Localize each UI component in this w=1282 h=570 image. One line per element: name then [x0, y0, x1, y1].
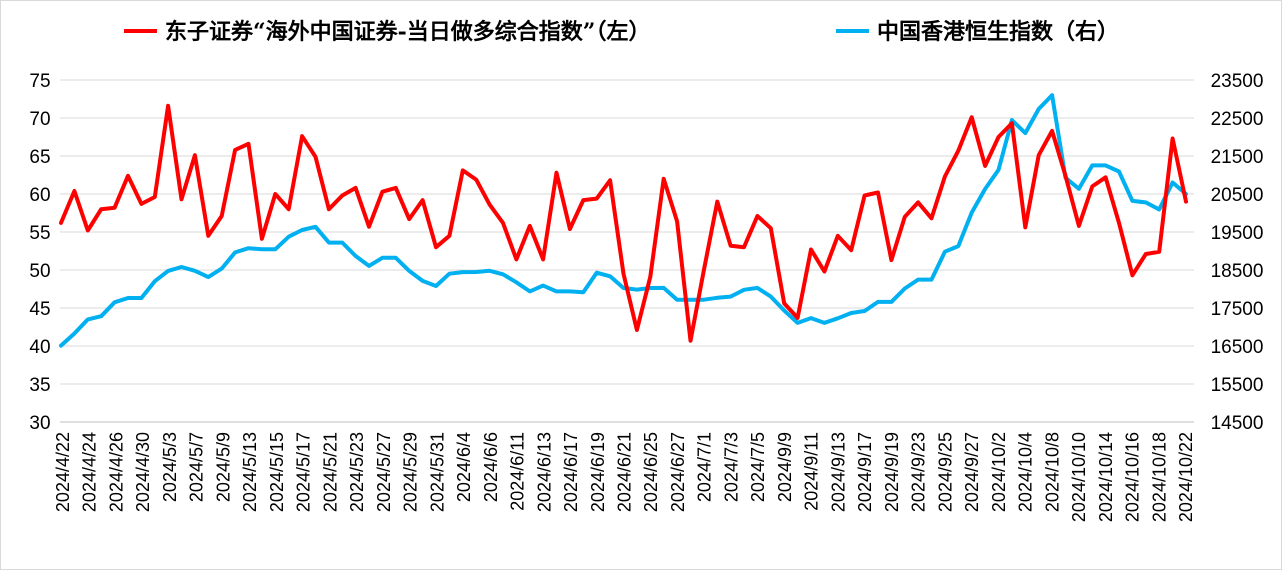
x-tick-label: 2024/9/17 — [855, 432, 875, 512]
x-tick-label: 2024/6/27 — [668, 432, 688, 512]
left-tick-label: 50 — [29, 261, 50, 282]
left-tick-label: 70 — [29, 109, 50, 130]
x-tick-label: 2024/6/19 — [588, 432, 608, 512]
right-y-axis: 14500 15500 16500 17500 18500 19500 20500 21500… — [1211, 71, 1264, 434]
right-tick-label: 16500 — [1211, 337, 1264, 358]
x-tick-label: 2024/7/3 — [721, 432, 741, 502]
right-tick-label: 19500 — [1211, 223, 1264, 244]
x-tick-label: 2024/6/17 — [561, 432, 581, 512]
x-tick-label: 2024/5/31 — [427, 432, 447, 512]
x-tick-label: 2024/5/13 — [240, 432, 260, 512]
x-tick-label: 2024/10/2 — [989, 432, 1009, 512]
x-tick-label: 2024/10/10 — [1069, 432, 1089, 522]
x-tick-label: 2024/5/17 — [294, 432, 314, 512]
right-tick-label: 22500 — [1211, 109, 1264, 130]
x-tick-label: 2024/9/13 — [828, 432, 848, 512]
x-tick-label: 2024/10/4 — [1016, 432, 1036, 512]
series-line-right — [59, 93, 1188, 348]
x-axis: 2024/4/22 2024/4/24 2024/4/26 2024/4/30 2024… — [53, 421, 1196, 522]
x-tick-label: 2024/5/27 — [374, 432, 394, 512]
x-tick-label: 2024/9/19 — [882, 432, 902, 512]
x-tick-label: 2024/9/25 — [935, 432, 955, 512]
x-tick-label: 2024/6/11 — [508, 432, 528, 511]
x-tick-label: 2024/5/15 — [267, 432, 287, 512]
x-tick-label: 2024/10/18 — [1149, 432, 1169, 522]
left-tick-label: 75 — [29, 71, 50, 92]
x-tick-label: 2024/6/21 — [615, 432, 635, 512]
legend: 东子证券“海外中国证券-当日做多综合指数”（左） 中国香港恒生指数（右） — [124, 19, 1119, 45]
x-tick-label: 2024/6/13 — [534, 432, 554, 512]
right-tick-label: 20500 — [1211, 185, 1264, 206]
x-tick-label: 2024/10/8 — [1042, 432, 1062, 512]
x-tick-label: 2024/7/5 — [748, 432, 768, 502]
legend-label-left-series: 东子证券“海外中国证券-当日做多综合指数”（左） — [165, 19, 650, 45]
left-tick-label: 40 — [29, 337, 50, 358]
left-tick-label: 30 — [29, 413, 50, 434]
x-tick-label: 2024/4/30 — [133, 432, 153, 512]
right-tick-label: 15500 — [1211, 375, 1264, 396]
x-tick-label: 2024/5/3 — [160, 432, 180, 502]
left-y-axis: 30 35 40 45 50 55 60 65 70 75 — [29, 71, 50, 434]
series-lines — [59, 93, 1188, 348]
x-tick-label: 2024/9/9 — [775, 432, 795, 502]
left-tick-label: 60 — [29, 185, 50, 206]
left-tick-label: 65 — [29, 147, 50, 168]
x-tick-label: 2024/10/16 — [1123, 432, 1143, 522]
right-tick-label: 18500 — [1211, 261, 1264, 282]
x-tick-label: 2024/6/4 — [454, 432, 474, 502]
x-tick-label: 2024/10/14 — [1096, 432, 1116, 522]
left-tick-label: 55 — [29, 223, 50, 244]
x-tick-label: 2024/4/22 — [53, 432, 73, 512]
x-tick-label: 2024/5/23 — [347, 432, 367, 512]
right-tick-label: 14500 — [1211, 413, 1264, 434]
x-tick-label: 2024/7/1 — [695, 432, 715, 502]
x-tick-label: 2024/4/24 — [80, 432, 100, 512]
x-tick-label: 2024/9/11 — [802, 432, 822, 511]
x-tick-label: 2024/5/29 — [401, 432, 421, 512]
x-tick-label: 2024/9/27 — [962, 432, 982, 512]
right-tick-label: 17500 — [1211, 299, 1264, 320]
left-tick-label: 45 — [29, 299, 50, 320]
x-tick-label: 2024/6/25 — [641, 432, 661, 512]
x-tick-label: 2024/10/22 — [1176, 432, 1196, 522]
legend-label-right-series: 中国香港恒生指数（右） — [877, 19, 1119, 45]
x-tick-label: 2024/9/23 — [909, 432, 929, 512]
x-tick-label: 2024/6/6 — [481, 432, 501, 502]
x-tick-label: 2024/5/21 — [320, 432, 340, 512]
right-tick-label: 21500 — [1211, 147, 1264, 168]
series-line-left — [59, 103, 1188, 343]
right-tick-label: 23500 — [1211, 71, 1264, 92]
x-tick-label: 2024/5/7 — [187, 432, 207, 502]
x-tick-label: 2024/4/26 — [106, 432, 126, 512]
left-tick-label: 35 — [29, 375, 50, 396]
x-tick-label: 2024/5/9 — [213, 432, 233, 502]
